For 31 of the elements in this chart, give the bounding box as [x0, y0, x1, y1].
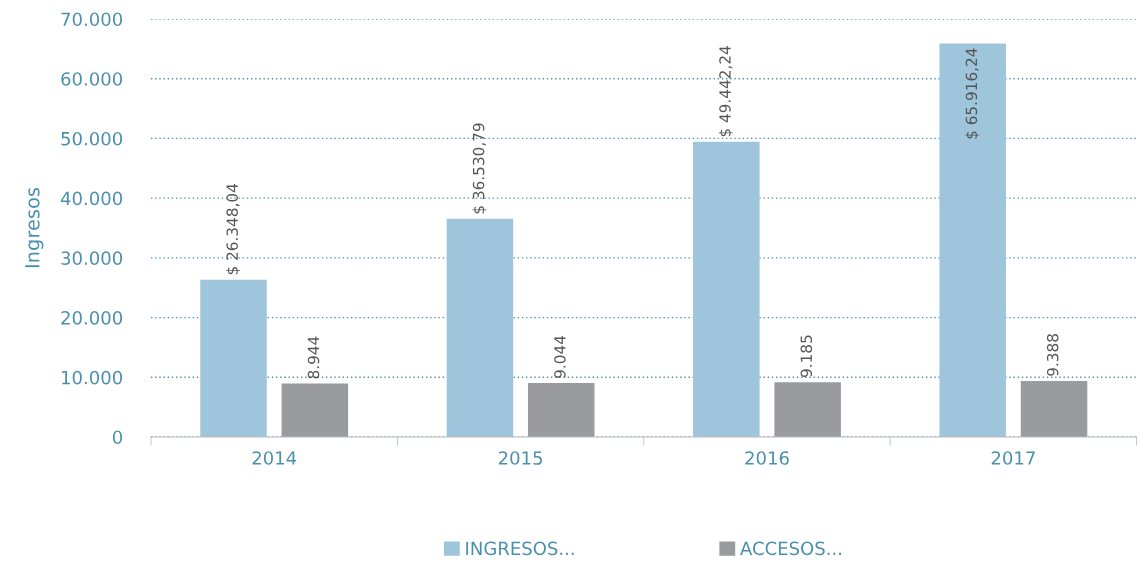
bar [281, 383, 349, 437]
data-label: 9.388 [1046, 334, 1059, 376]
x-tick-label: 2015 [498, 451, 542, 465]
y-tick-label: 0 [112, 430, 123, 445]
data-label: $ 49.442,24 [718, 46, 733, 137]
bar [1020, 380, 1088, 437]
y-tick-label: 40.000 [60, 191, 123, 206]
bar [939, 43, 1006, 437]
y-tick-label: 10.000 [62, 370, 123, 385]
bar [774, 382, 841, 437]
data-label: $ 26.348,04 [226, 184, 240, 275]
x-tick-label: 2017 [991, 451, 1035, 465]
legend-label: INGRESOS... [466, 541, 574, 556]
x-tick-label: 2016 [745, 451, 789, 465]
data-label: 9.185 [800, 335, 813, 378]
y-tick-label: 30.000 [61, 251, 123, 265]
data-label: $ 65.916,24 [965, 48, 980, 139]
bar [527, 382, 595, 437]
y-tick-label: 50.000 [61, 131, 123, 146]
bar [693, 141, 760, 437]
data-label: 8.944 [307, 336, 320, 379]
x-tick-label: 2014 [252, 451, 297, 465]
bar [200, 279, 267, 437]
y-axis-title: Ingresos [25, 187, 44, 268]
data-label: 9.044 [554, 335, 566, 378]
bar [446, 218, 514, 437]
legend-label: ACCESOS... [740, 541, 841, 556]
y-tick-label: 70.000 [61, 12, 123, 27]
data-label: $ 36.530,79 [472, 123, 487, 214]
y-tick-label: 60.000 [61, 72, 123, 86]
y-tick-label: 20.000 [61, 311, 123, 325]
